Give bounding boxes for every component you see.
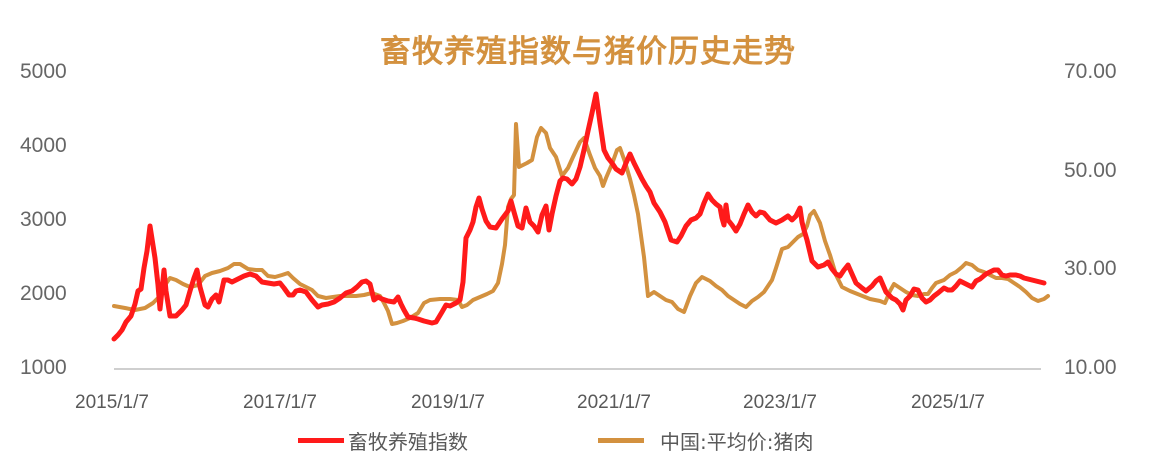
x-tick: 2023/1/7 (743, 392, 817, 413)
left-y-tick: 4000 (20, 134, 67, 157)
chart-title: 畜牧养殖指数与猪价历史走势 (380, 34, 796, 70)
legend-swatch-orange-line-icon (598, 438, 644, 443)
x-tick: 2021/1/7 (577, 392, 651, 413)
x-tick: 2025/1/7 (911, 392, 985, 413)
legend-item-livestock-index[interactable]: 畜牧养殖指数 (298, 426, 468, 455)
left-y-tick: 2000 (20, 282, 67, 305)
legend-item-pork-price[interactable]: 中国:平均价:猪肉 (598, 426, 813, 455)
right-y-tick: 10.00 (1064, 356, 1117, 379)
legend-label: 畜牧养殖指数 (348, 430, 468, 454)
legend: 畜牧养殖指数 中国:平均价:猪肉 (0, 426, 1176, 456)
x-tick: 2019/1/7 (411, 392, 485, 413)
pork-price-line (112, 122, 1050, 326)
legend-label: 中国:平均价:猪肉 (660, 430, 814, 454)
right-y-tick: 50.00 (1064, 159, 1117, 182)
left-y-tick: 5000 (20, 60, 67, 83)
right-y-tick: 30.00 (1064, 257, 1117, 280)
left-y-tick: 3000 (20, 208, 67, 231)
right-y-tick: 70.00 (1064, 60, 1117, 83)
x-tick: 2017/1/7 (243, 392, 317, 413)
livestock-index-line (111, 91, 1047, 342)
x-tick: 2015/1/7 (75, 392, 149, 413)
left-y-tick: 1000 (20, 356, 67, 379)
legend-swatch-red-line-icon (298, 438, 344, 443)
